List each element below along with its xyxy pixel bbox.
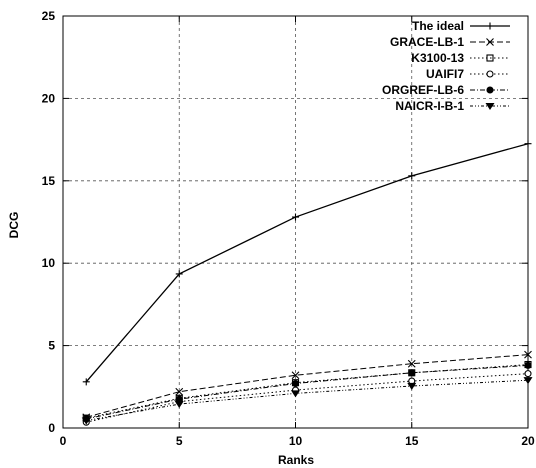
x-tick-label: 10	[289, 434, 303, 448]
legend-entry: The ideal	[412, 19, 510, 33]
series-line	[86, 379, 529, 422]
y-tick-label: 5	[48, 339, 55, 353]
x-tick-label: 5	[176, 434, 183, 448]
data-point-marker	[407, 359, 416, 368]
data-point-marker	[292, 213, 299, 221]
legend-entry: ORGREF-LB-6	[382, 83, 510, 97]
data-point-marker	[486, 54, 494, 62]
legend-entry: K3100-13	[411, 51, 510, 65]
series-line	[85, 143, 529, 383]
series-the-ideal	[82, 140, 532, 386]
data-point-marker	[486, 22, 494, 30]
x-axis-title: Ranks	[278, 453, 314, 467]
legend-entry: UAIFI7	[426, 67, 510, 81]
data-point-marker	[524, 361, 532, 369]
y-tick-label: 0	[48, 421, 55, 435]
series-line	[86, 354, 529, 418]
legend-label: ORGREF-LB-6	[382, 83, 464, 97]
data-point-marker	[408, 172, 416, 180]
x-tick-label: 0	[60, 434, 67, 448]
data-point-marker	[290, 390, 301, 398]
series-line	[86, 364, 529, 419]
series-lines	[81, 140, 533, 426]
x-tick-label: 20	[521, 434, 535, 448]
tick-labels: 0 5 10 15 20 0 5 10 15 20 25	[42, 9, 535, 448]
axes	[62, 15, 529, 429]
data-point-marker	[486, 86, 494, 94]
data-point-marker	[486, 70, 494, 78]
legend-label: The ideal	[412, 19, 464, 33]
legend-entry: GRACE-LB-1	[390, 35, 510, 49]
legend-label: K3100-13	[411, 51, 464, 65]
data-point-marker	[291, 379, 300, 388]
data-point-marker	[486, 38, 494, 46]
series-uaifi7	[82, 370, 532, 426]
y-tick-label: 10	[42, 256, 56, 270]
y-tick-label: 15	[42, 174, 56, 188]
data-point-marker	[523, 377, 533, 385]
data-point-marker	[524, 350, 532, 359]
data-point-marker	[524, 140, 532, 148]
grid-lines	[63, 16, 528, 428]
data-point-marker	[174, 401, 184, 409]
y-tick-label: 25	[42, 9, 56, 23]
series-grace-lb-1	[82, 350, 532, 422]
legend-entry: NAICR-I-B-1	[395, 99, 510, 113]
legend-label: NAICR-I-B-1	[395, 99, 464, 113]
data-point-marker	[407, 382, 417, 391]
legend-label: GRACE-LB-1	[390, 35, 464, 49]
data-point-marker	[524, 370, 532, 378]
data-point-marker	[82, 378, 90, 386]
data-point-marker	[485, 102, 495, 111]
data-point-marker	[408, 369, 416, 377]
data-point-marker	[291, 371, 300, 380]
legend-label: UAIFI7	[426, 67, 464, 81]
x-tick-label: 15	[405, 434, 419, 448]
data-point-marker	[175, 387, 184, 396]
legend: The ideal GRACE-LB-1 K3100-13 UAIFI7 ORGREF-…	[382, 19, 510, 113]
y-axis-title: DCG	[7, 212, 21, 239]
data-point-marker	[81, 417, 91, 425]
y-tick-label: 20	[42, 91, 56, 105]
series-line	[86, 373, 529, 423]
series-naicr-i-b-1	[81, 377, 533, 425]
data-point-marker	[175, 270, 183, 278]
series-k3100-13	[82, 361, 532, 422]
